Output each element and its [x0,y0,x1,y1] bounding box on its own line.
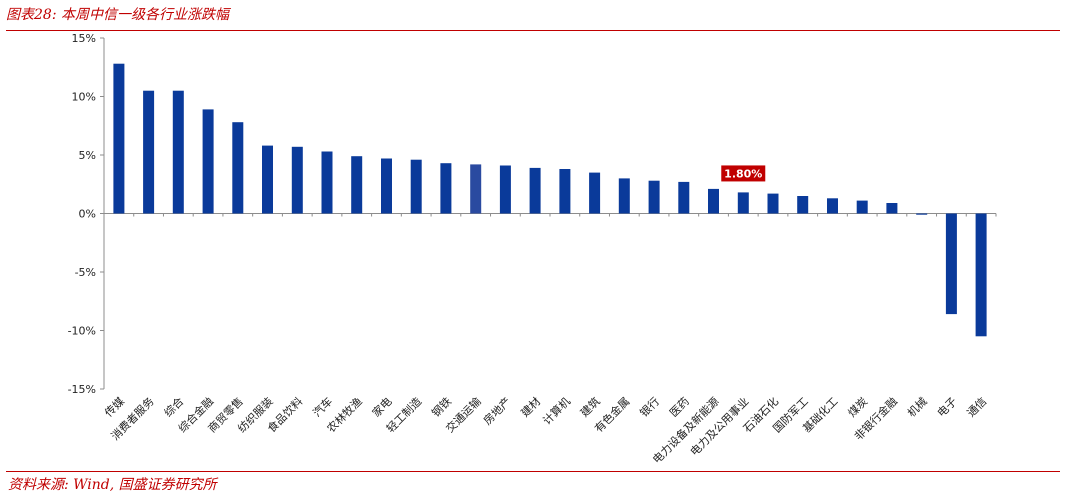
bar-石油石化 [767,193,779,214]
bar-建筑 [589,172,601,214]
x-tick-label: 通信 [965,395,990,420]
bar-煤炭 [856,200,868,214]
annotation-box [721,165,766,182]
source-note: 资料来源: Wind, 国盛证券研究所 [8,477,217,493]
bar-综合金融 [202,109,214,214]
bar-国防军工 [797,196,809,214]
bar-非银行金融 [886,203,898,214]
bar-基础化工 [827,198,838,214]
x-tick-label: 家电 [369,394,394,419]
x-tick-label: 房地产 [480,394,513,427]
bar-钢铁 [440,163,452,214]
x-tick-label: 煤炭 [846,395,871,420]
bar-计算机 [559,169,571,214]
bar-汽车 [321,151,333,214]
bottom-divider [6,471,1060,472]
bar-银行 [648,180,660,214]
figure-title: 图表28: 本周中信一级各行业涨跌幅 [6,7,229,23]
x-tick-label: 汽车 [310,394,335,419]
y-tick-label: -15% [68,383,96,396]
bar-农林牧渔 [351,156,363,214]
bar-电力设备及新能源 [708,188,719,214]
x-tick-label: 综合 [161,394,186,419]
top-divider [6,30,1060,31]
bar-综合 [172,90,184,214]
bar-轻工制造 [410,159,422,214]
x-tick-label: 建筑 [577,394,602,419]
bar-通信 [975,213,987,337]
annotation-label: 1.80% [724,167,762,180]
bar-家电 [381,158,392,214]
bar-房地产 [499,165,511,214]
bar-传媒 [113,63,125,214]
bar-食品饮料 [291,146,303,214]
x-tick-label: 电子 [935,395,960,420]
y-tick-label: 5% [79,149,96,162]
bar-消费者服务 [143,90,155,214]
x-tick-label: 银行 [637,394,662,419]
bar-电子 [945,213,957,315]
x-tick-label: 钢铁 [429,395,454,420]
y-tick-label: -10% [68,325,96,338]
x-tick-label: 医药 [667,395,692,420]
x-tick-label: 传媒 [102,395,127,420]
bar-医药 [678,181,690,214]
bar-商贸零售 [232,122,244,214]
y-tick-label: 10% [72,91,96,104]
bar-纺织服装 [262,145,273,214]
x-tick-label: 计算机 [540,394,573,427]
bar-交通运输 [470,164,482,214]
bar-电力及公用事业 [737,192,749,214]
x-tick-label: 机械 [904,394,929,419]
y-tick-label: 15% [72,32,96,45]
bar-机械 [916,213,928,215]
bar-有色金属 [618,178,630,214]
x-tick-label: 建材 [518,394,543,419]
bar-建材 [529,167,541,214]
y-tick-label: 0% [79,208,96,221]
y-tick-label: -5% [75,266,96,279]
